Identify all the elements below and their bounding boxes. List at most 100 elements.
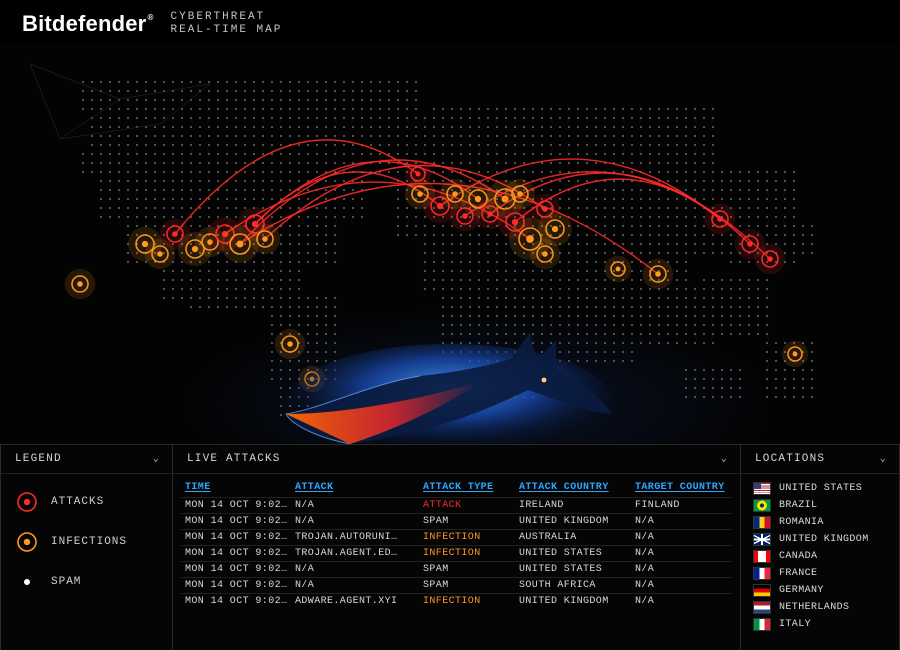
- attack-cell: ADWARE.AGENT.XYI: [295, 596, 423, 607]
- dst-cell: N/A: [635, 548, 732, 559]
- chevron-down-icon[interactable]: ⌄: [721, 453, 728, 465]
- column-header[interactable]: TIME: [185, 482, 295, 493]
- dst-cell: N/A: [635, 580, 732, 591]
- table-row[interactable]: MON 14 OCT 9:02…N/ASPAMUNITED STATESN/A: [181, 561, 732, 577]
- time-cell: MON 14 OCT 9:02…: [185, 596, 295, 607]
- location-item[interactable]: UNITED KINGDOM: [751, 531, 889, 548]
- page-title: CYBERTHREAT REAL-TIME MAP: [171, 11, 283, 37]
- location-label: FRANCE: [779, 568, 817, 579]
- attack-cell: TROJAN.AUTORUNI…: [295, 532, 423, 543]
- attack-icon: [15, 490, 39, 514]
- column-header[interactable]: ATTACK: [295, 482, 423, 493]
- live-table-header: TIMEATTACKATTACK TYPEATTACK COUNTRYTARGE…: [181, 478, 732, 497]
- type-cell: INFECTION: [423, 596, 519, 607]
- type-cell: INFECTION: [423, 548, 519, 559]
- location-item[interactable]: FRANCE: [751, 565, 889, 582]
- subtitle-line2: REAL-TIME MAP: [171, 24, 283, 37]
- attack-cell: N/A: [295, 564, 423, 575]
- dst-cell: FINLAND: [635, 500, 732, 511]
- location-label: CANADA: [779, 551, 817, 562]
- legend-title: LEGEND: [15, 453, 62, 465]
- type-cell: ATTACK: [423, 500, 519, 511]
- legend-item: ATTACKS: [13, 482, 160, 522]
- brand-logo[interactable]: Bitdefender®: [22, 11, 153, 37]
- dst-cell: N/A: [635, 532, 732, 543]
- registered-icon: ®: [147, 13, 153, 22]
- location-label: BRAZIL: [779, 500, 817, 511]
- column-header[interactable]: TARGET COUNTRY: [635, 482, 753, 493]
- locations-body: UNITED STATES BRAZIL ROMANIA UNITED KINGDOM…: [741, 474, 899, 639]
- legend-item: INFECTIONS: [13, 522, 160, 562]
- flag-icon: [753, 618, 771, 631]
- location-item[interactable]: ROMANIA: [751, 514, 889, 531]
- location-item[interactable]: UNITED STATES: [751, 480, 889, 497]
- location-item[interactable]: NETHERLANDS: [751, 599, 889, 616]
- table-row[interactable]: MON 14 OCT 9:02…ADWARE.AGENT.XYIINFECTIO…: [181, 593, 732, 609]
- threat-map[interactable]: [0, 44, 900, 444]
- location-item[interactable]: BRAZIL: [751, 497, 889, 514]
- legend-header[interactable]: LEGEND ⌄: [1, 445, 172, 474]
- type-cell: SPAM: [423, 564, 519, 575]
- dst-cell: N/A: [635, 516, 732, 527]
- time-cell: MON 14 OCT 9:02…: [185, 548, 295, 559]
- flag-icon: [753, 584, 771, 597]
- live-attacks-header[interactable]: LIVE ATTACKS ⌄: [173, 445, 740, 474]
- live-table-rows: MON 14 OCT 9:02…N/AATTACKIRELANDFINLANDM…: [181, 497, 732, 609]
- location-label: UNITED KINGDOM: [779, 534, 869, 545]
- dst-cell: N/A: [635, 564, 732, 575]
- flag-icon: [753, 567, 771, 580]
- table-row[interactable]: MON 14 OCT 9:02…TROJAN.AUTORUNI…INFECTIO…: [181, 529, 732, 545]
- column-header[interactable]: ATTACK COUNTRY: [519, 482, 635, 493]
- column-header[interactable]: ATTACK TYPE: [423, 482, 519, 493]
- time-cell: MON 14 OCT 9:02…: [185, 532, 295, 543]
- map-svg: [0, 44, 900, 444]
- infection-icon: [15, 530, 39, 554]
- src-cell: SOUTH AFRICA: [519, 580, 635, 591]
- flag-icon: [753, 601, 771, 614]
- legend-label: ATTACKS: [51, 496, 104, 508]
- type-cell: INFECTION: [423, 532, 519, 543]
- location-label: UNITED STATES: [779, 483, 862, 494]
- chevron-down-icon[interactable]: ⌄: [880, 453, 887, 465]
- src-cell: UNITED STATES: [519, 564, 635, 575]
- flag-icon: [753, 516, 771, 529]
- table-row[interactable]: MON 14 OCT 9:02…N/ASPAMSOUTH AFRICAN/A: [181, 577, 732, 593]
- type-cell: SPAM: [423, 516, 519, 527]
- src-cell: UNITED KINGDOM: [519, 516, 635, 527]
- legend-label: SPAM: [51, 576, 81, 588]
- location-item[interactable]: ITALY: [751, 616, 889, 633]
- location-label: GERMANY: [779, 585, 824, 596]
- table-row[interactable]: MON 14 OCT 9:02…TROJAN.AGENT.ED…INFECTIO…: [181, 545, 732, 561]
- location-item[interactable]: GERMANY: [751, 582, 889, 599]
- table-row[interactable]: MON 14 OCT 9:02…N/ASPAMUNITED KINGDOMN/A: [181, 513, 732, 529]
- brand-text: Bitdefender: [22, 11, 146, 36]
- live-attacks-panel: LIVE ATTACKS ⌄ TIMEATTACKATTACK TYPEATTA…: [172, 444, 740, 650]
- type-cell: SPAM: [423, 580, 519, 591]
- table-row[interactable]: MON 14 OCT 9:02…N/AATTACKIRELANDFINLAND: [181, 497, 732, 513]
- time-cell: MON 14 OCT 9:02…: [185, 580, 295, 591]
- location-item[interactable]: CANADA: [751, 548, 889, 565]
- dst-cell: N/A: [635, 596, 732, 607]
- time-cell: MON 14 OCT 9:02…: [185, 500, 295, 511]
- time-cell: MON 14 OCT 9:02…: [185, 564, 295, 575]
- src-cell: UNITED STATES: [519, 548, 635, 559]
- legend-body: ATTACKS INFECTIONS SPAM: [1, 474, 172, 610]
- flag-icon: [753, 533, 771, 546]
- flag-icon: [753, 482, 771, 495]
- chevron-down-icon[interactable]: ⌄: [153, 453, 160, 465]
- spam-icon: [15, 570, 39, 594]
- locations-header[interactable]: LOCATIONS ⌄: [741, 445, 899, 474]
- header: Bitdefender® CYBERTHREAT REAL-TIME MAP: [0, 0, 900, 44]
- attack-cell: TROJAN.AGENT.ED…: [295, 548, 423, 559]
- location-label: NETHERLANDS: [779, 602, 849, 613]
- legend-panel: LEGEND ⌄ ATTACKS INFECTIONS SPAM: [0, 444, 172, 650]
- flag-icon: [753, 499, 771, 512]
- legend-label: INFECTIONS: [51, 536, 127, 548]
- src-cell: IRELAND: [519, 500, 635, 511]
- locations-title: LOCATIONS: [755, 453, 825, 465]
- src-cell: AUSTRALIA: [519, 532, 635, 543]
- locations-panel: LOCATIONS ⌄ UNITED STATESBRAZILROMANIAUN…: [740, 444, 900, 650]
- location-label: ITALY: [779, 619, 811, 630]
- legend-item: SPAM: [13, 562, 160, 602]
- attack-cell: N/A: [295, 516, 423, 527]
